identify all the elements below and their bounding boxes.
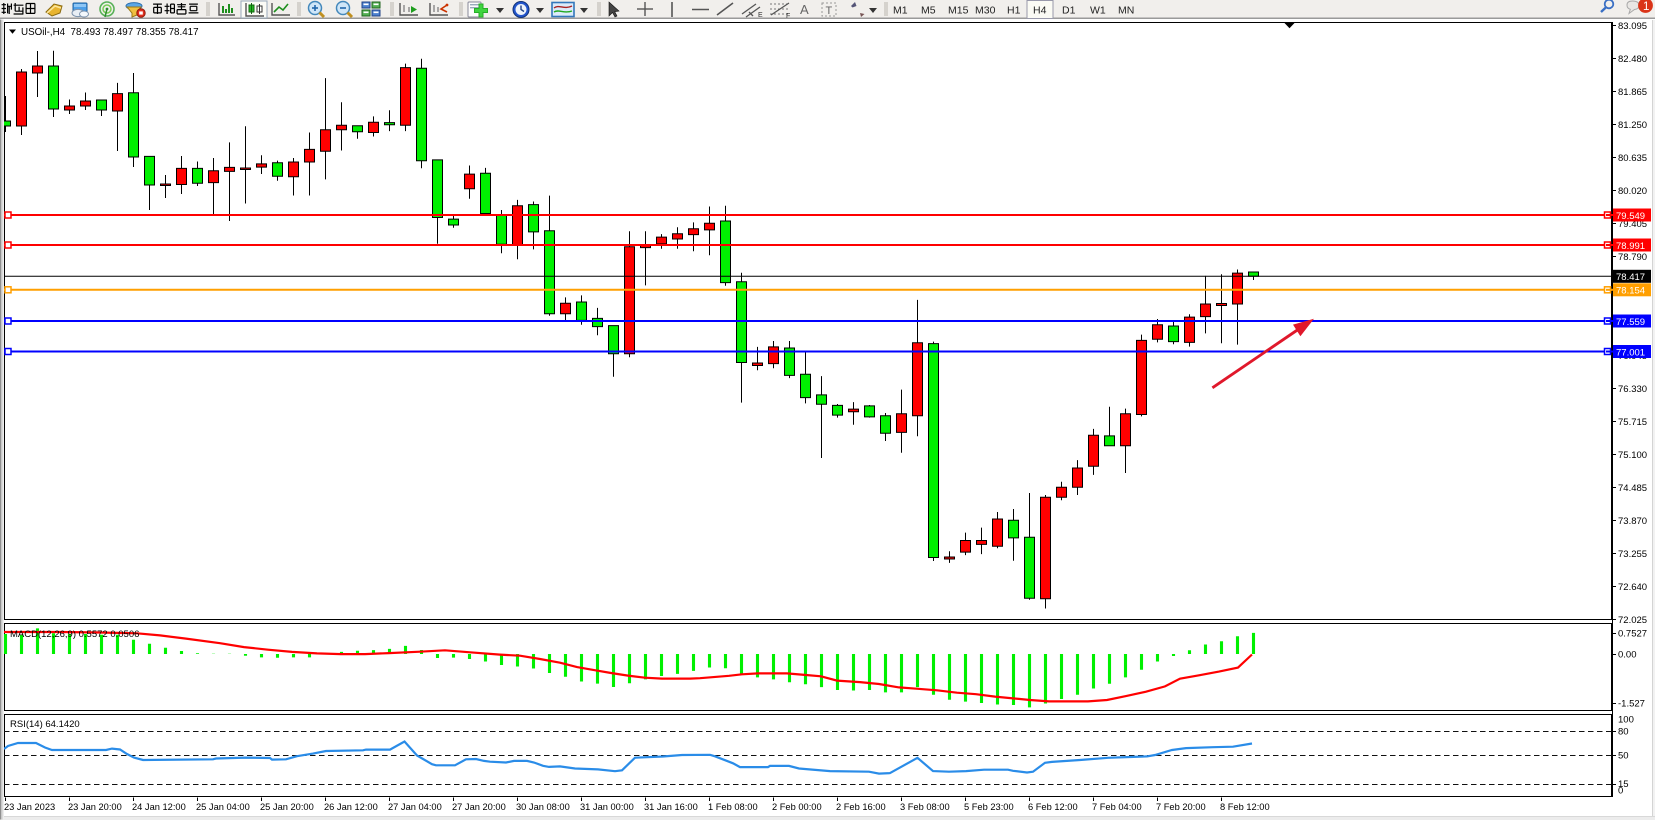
svg-text:26 Jan 12:00: 26 Jan 12:00 bbox=[324, 802, 378, 812]
svg-text:83.095: 83.095 bbox=[1618, 21, 1647, 32]
svg-text:A: A bbox=[800, 2, 809, 17]
svg-text:M15: M15 bbox=[948, 5, 969, 17]
svg-text:73.255: 73.255 bbox=[1618, 549, 1647, 560]
svg-text:80.020: 80.020 bbox=[1618, 186, 1647, 197]
svg-text:6 Feb 12:00: 6 Feb 12:00 bbox=[1028, 802, 1078, 812]
svg-text:75.100: 75.100 bbox=[1618, 450, 1647, 461]
svg-text:1 Feb 08:00: 1 Feb 08:00 bbox=[708, 802, 758, 812]
svg-text:7 Feb 20:00: 7 Feb 20:00 bbox=[1156, 802, 1206, 812]
svg-text:T: T bbox=[826, 5, 833, 17]
svg-text:30 Jan 08:00: 30 Jan 08:00 bbox=[516, 802, 570, 812]
svg-text:3 Feb 08:00: 3 Feb 08:00 bbox=[900, 802, 950, 812]
svg-text:79.549: 79.549 bbox=[1616, 211, 1645, 222]
svg-text:M1: M1 bbox=[893, 5, 908, 17]
svg-text:W1: W1 bbox=[1090, 5, 1106, 17]
svg-text:0: 0 bbox=[1618, 786, 1623, 797]
svg-text:81.865: 81.865 bbox=[1618, 87, 1647, 98]
svg-text:23 Jan 2023: 23 Jan 2023 bbox=[4, 802, 55, 812]
svg-text:MN: MN bbox=[1118, 5, 1134, 17]
svg-text:M5: M5 bbox=[921, 5, 936, 17]
svg-text:24 Jan 12:00: 24 Jan 12:00 bbox=[132, 802, 186, 812]
svg-text:74.485: 74.485 bbox=[1618, 483, 1647, 494]
svg-text:82.480: 82.480 bbox=[1618, 54, 1647, 65]
svg-text:77.559: 77.559 bbox=[1616, 317, 1645, 328]
svg-text:79.405: 79.405 bbox=[1618, 219, 1647, 230]
svg-text:H4: H4 bbox=[1033, 5, 1047, 17]
svg-text:31 Jan 16:00: 31 Jan 16:00 bbox=[644, 802, 698, 812]
svg-text:77.001: 77.001 bbox=[1616, 347, 1645, 358]
svg-text:F: F bbox=[786, 13, 790, 20]
svg-text:M30: M30 bbox=[975, 5, 996, 17]
svg-text:MACD(12,26,9) 0.5572 0.0506: MACD(12,26,9) 0.5572 0.0506 bbox=[10, 629, 139, 640]
svg-text:76.330: 76.330 bbox=[1618, 384, 1647, 395]
svg-text:73.870: 73.870 bbox=[1618, 516, 1647, 527]
svg-text:7 Feb 04:00: 7 Feb 04:00 bbox=[1092, 802, 1142, 812]
svg-text:72.640: 72.640 bbox=[1618, 582, 1647, 593]
svg-text:25 Jan 20:00: 25 Jan 20:00 bbox=[260, 802, 314, 812]
svg-text:80: 80 bbox=[1618, 727, 1629, 738]
svg-text:H1: H1 bbox=[1007, 5, 1021, 17]
svg-text:RSI(14) 64.1420: RSI(14) 64.1420 bbox=[10, 719, 80, 730]
svg-text:72.025: 72.025 bbox=[1618, 615, 1647, 626]
svg-text:75.715: 75.715 bbox=[1618, 417, 1647, 428]
svg-text:0.00: 0.00 bbox=[1618, 650, 1637, 661]
svg-text:27 Jan 04:00: 27 Jan 04:00 bbox=[388, 802, 442, 812]
svg-text:-1.527: -1.527 bbox=[1618, 699, 1645, 710]
svg-text:0.7527: 0.7527 bbox=[1618, 629, 1647, 640]
svg-text:25 Jan 04:00: 25 Jan 04:00 bbox=[196, 802, 250, 812]
svg-text:27 Jan 20:00: 27 Jan 20:00 bbox=[452, 802, 506, 812]
svg-text:8 Feb 12:00: 8 Feb 12:00 bbox=[1220, 802, 1270, 812]
svg-text:50: 50 bbox=[1618, 751, 1629, 762]
svg-text:23 Jan 20:00: 23 Jan 20:00 bbox=[68, 802, 122, 812]
svg-text:100: 100 bbox=[1618, 715, 1634, 726]
svg-text:2 Feb 16:00: 2 Feb 16:00 bbox=[836, 802, 886, 812]
svg-text:E: E bbox=[758, 12, 763, 19]
svg-text:80.635: 80.635 bbox=[1618, 153, 1647, 164]
svg-text:15: 15 bbox=[1618, 779, 1629, 790]
svg-text:78.991: 78.991 bbox=[1616, 241, 1645, 252]
svg-text:81.250: 81.250 bbox=[1618, 120, 1647, 131]
svg-text:D1: D1 bbox=[1062, 5, 1076, 17]
svg-text:78.154: 78.154 bbox=[1616, 286, 1645, 297]
svg-text:USOil-,H4 78.493 78.497 78.35: USOil-,H4 78.493 78.497 78.355 78.417 bbox=[21, 27, 199, 38]
svg-text:78.417: 78.417 bbox=[1616, 272, 1645, 283]
svg-text:2 Feb 00:00: 2 Feb 00:00 bbox=[772, 802, 822, 812]
svg-text:31 Jan 00:00: 31 Jan 00:00 bbox=[580, 802, 634, 812]
svg-text:78.790: 78.790 bbox=[1618, 252, 1647, 263]
svg-text:5 Feb 23:00: 5 Feb 23:00 bbox=[964, 802, 1014, 812]
svg-text:1: 1 bbox=[1643, 1, 1649, 13]
